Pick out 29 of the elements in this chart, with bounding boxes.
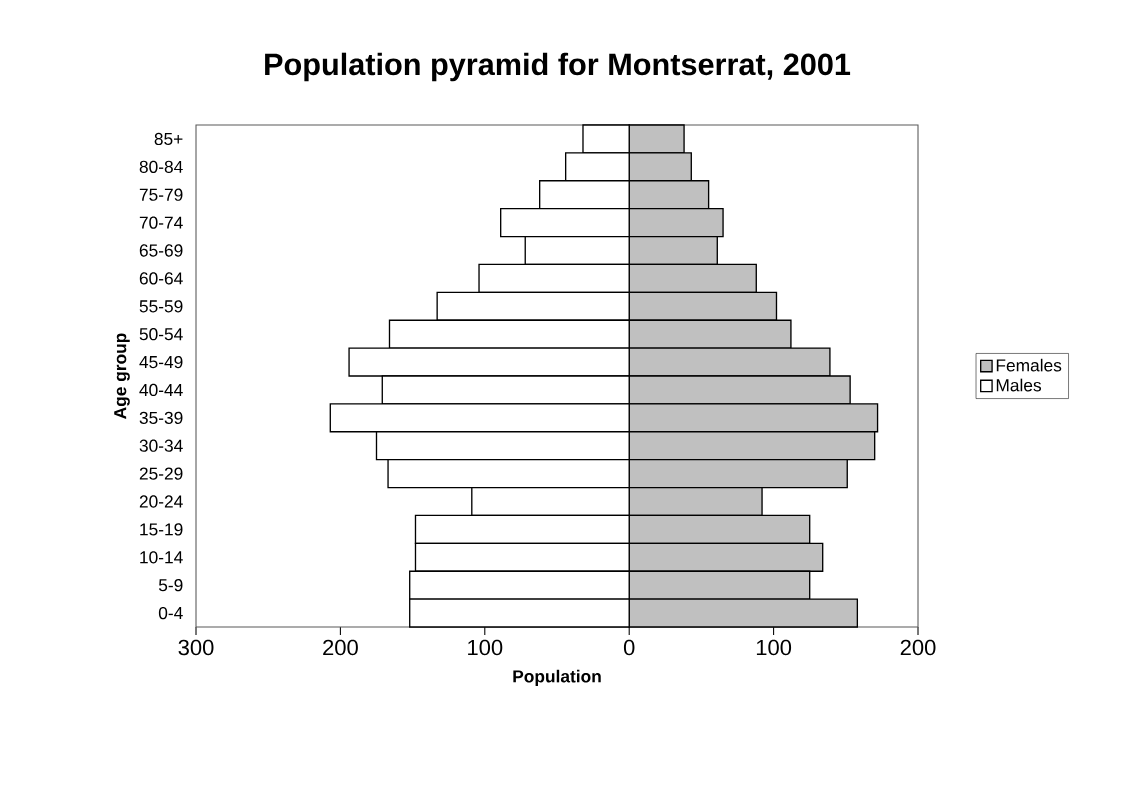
y-tick-label: 25-29: [139, 467, 183, 480]
legend-label: Females: [996, 358, 1062, 372]
y-tick-label: 50-54: [139, 328, 183, 341]
y-tick-label: 45-49: [139, 355, 183, 369]
x-tick-label: 300: [178, 639, 214, 656]
y-axis-title: Age group: [114, 333, 130, 419]
y-tick-label: 30-34: [139, 439, 183, 452]
x-tick-label: 200: [323, 639, 358, 656]
y-tick-label: 15-19: [140, 523, 183, 536]
y-tick-label: 75-79: [139, 188, 183, 201]
x-axis-title: Population: [513, 669, 601, 686]
x-tick-label: 100: [756, 639, 792, 656]
legend-label: Males: [996, 378, 1042, 392]
y-tick-label: 65-69: [139, 244, 183, 257]
x-tick-label: 200: [900, 639, 936, 656]
y-tick-label: 40-44: [139, 383, 183, 397]
y-tick-label: 5-9: [158, 579, 183, 592]
x-tick-label: 100: [468, 639, 503, 656]
y-tick-label: 55-59: [139, 300, 183, 313]
x-tick-label: 0: [623, 639, 635, 656]
chart-title: Population pyramid for Montserrat, 2001: [265, 52, 851, 82]
y-tick-label: 80-84: [139, 160, 183, 173]
y-tick-label: 85+: [154, 132, 183, 146]
y-tick-label: 20-24: [139, 495, 183, 508]
y-tick-label: 70-74: [139, 216, 183, 229]
y-tick-label: 35-39: [139, 411, 183, 424]
y-tick-label: 60-64: [139, 272, 183, 285]
y-tick-label: 0-4: [158, 606, 183, 620]
y-tick-label: 10-14: [140, 551, 183, 564]
